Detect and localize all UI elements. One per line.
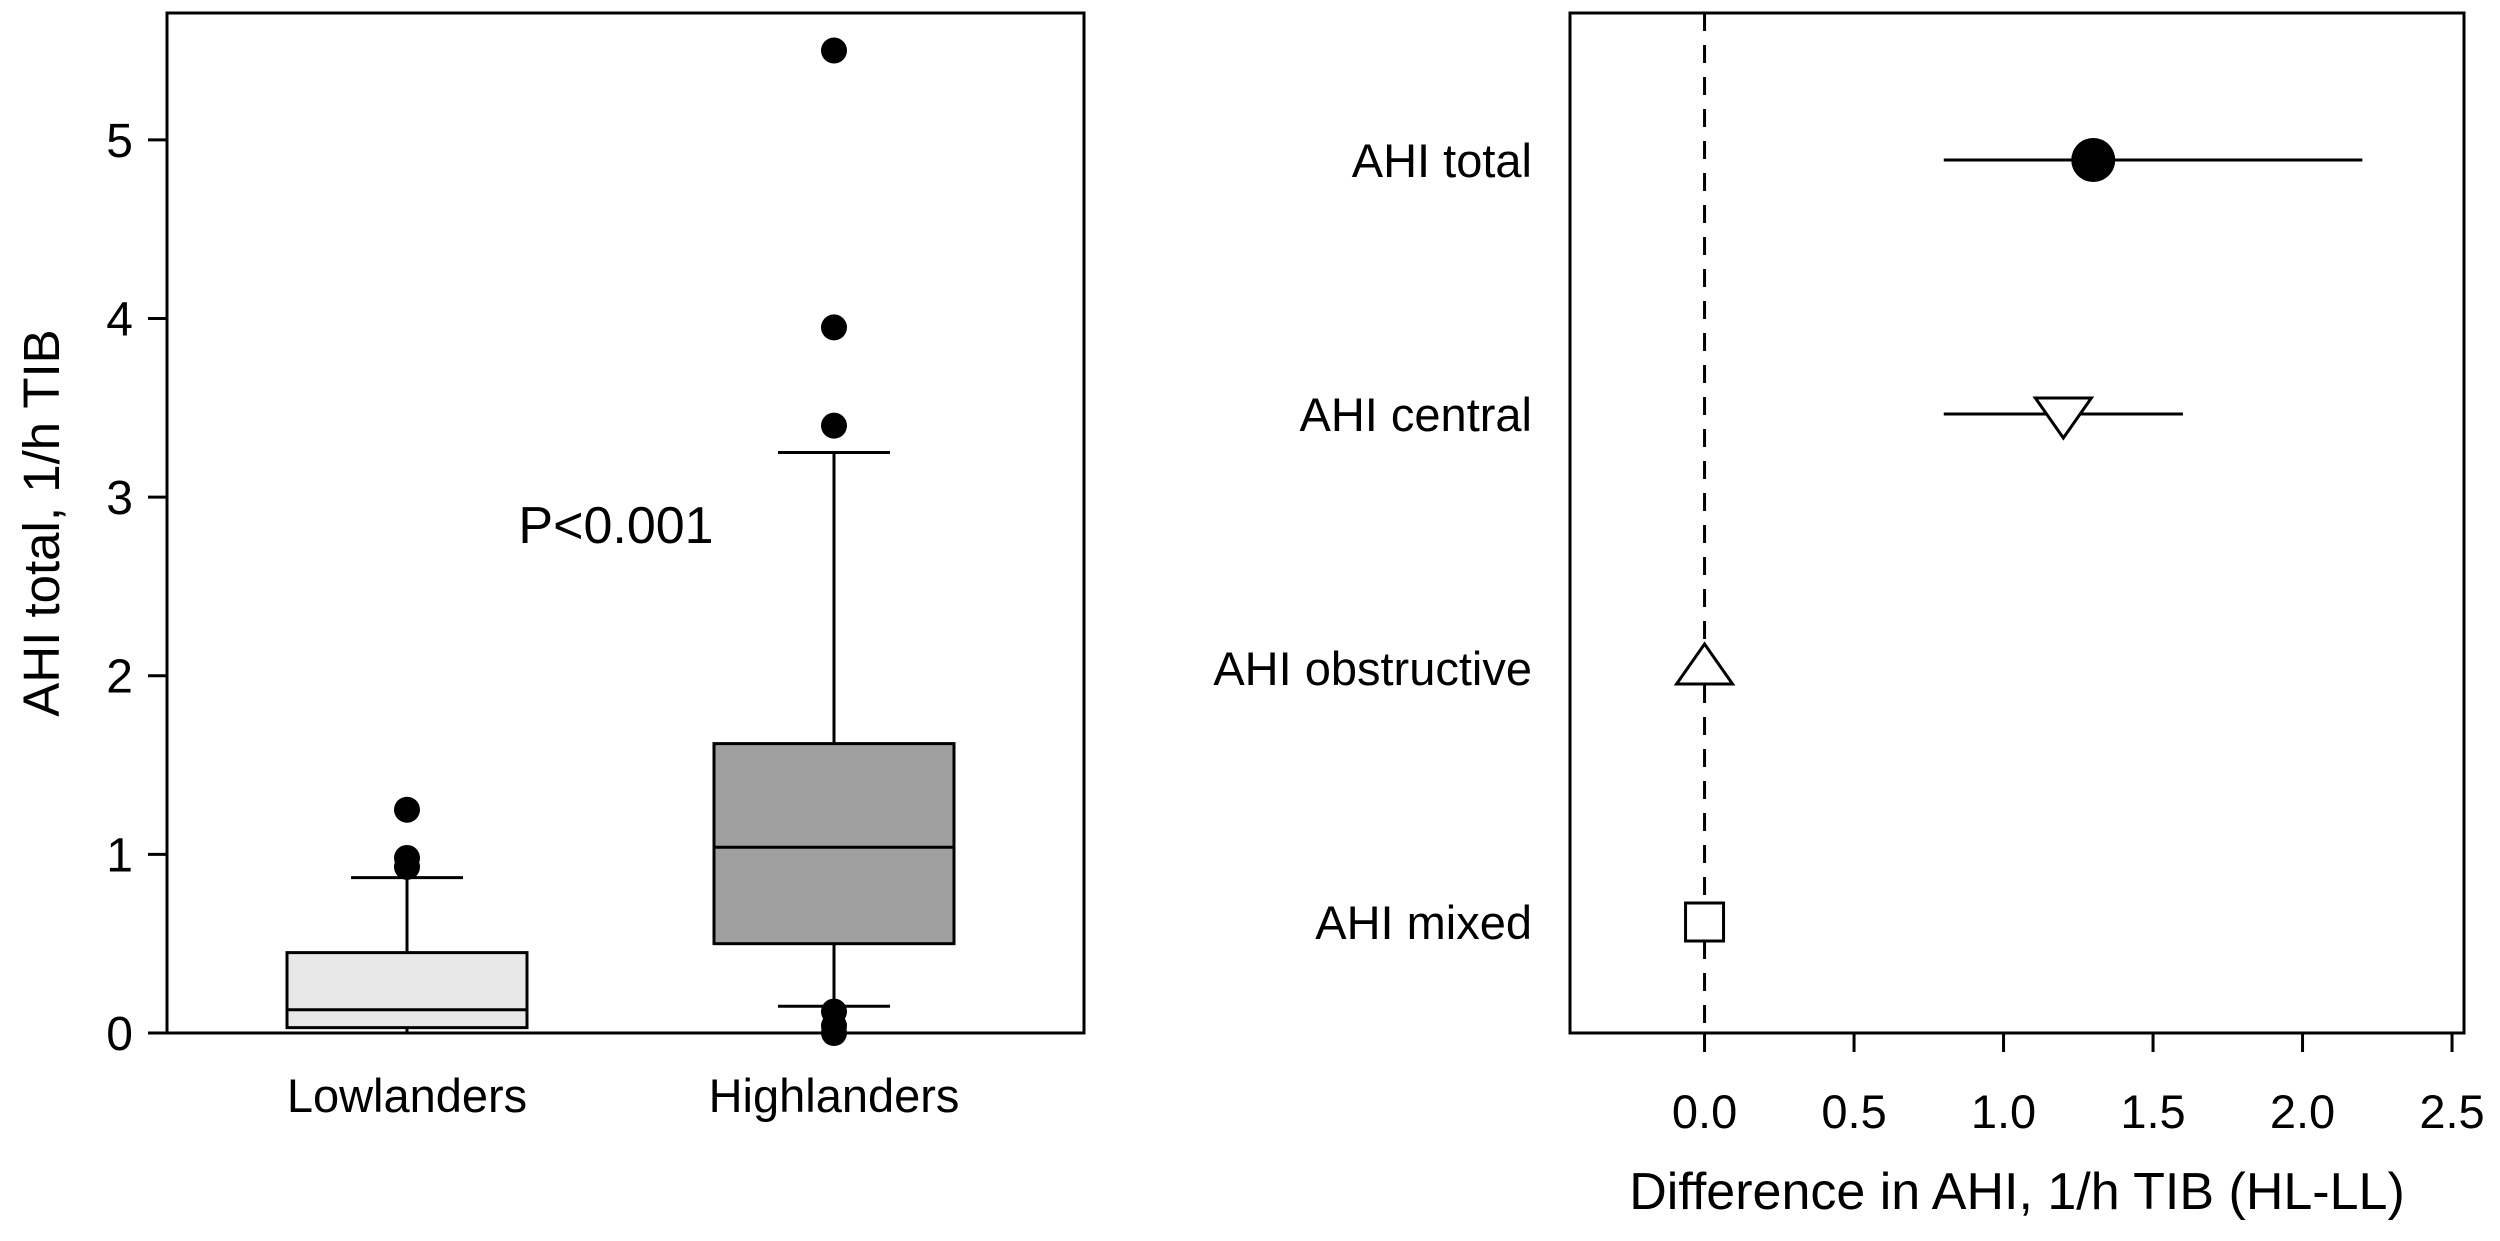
marker-open-triangle-down [2032, 396, 2095, 441]
row-label: AHI obstructive [1213, 642, 1532, 695]
x-tick-label: 0.0 [1672, 1085, 1737, 1138]
outlier-dot [821, 1020, 847, 1046]
x-tick-label: 0.5 [1821, 1085, 1886, 1138]
outlier-dot [821, 314, 847, 341]
y-tick-label: 4 [106, 293, 133, 346]
outlier-dot [821, 412, 847, 439]
box-highlanders [712, 742, 956, 946]
x-tick-label: 1.5 [2120, 1085, 2185, 1138]
outlier-dot [394, 844, 420, 871]
forest-panel: 0.0 0.5 1.0 1.5 2.0 2.5 AHI total AHI central AH… [1213, 11, 2485, 1138]
left-y-axis-title: AHI total, 1/h TIB [13, 329, 70, 717]
x-tick-label: 1.0 [1971, 1085, 2036, 1138]
y-tick-label: 1 [106, 829, 133, 882]
boxplot-panel: 0 1 2 3 4 5 Lowlanders Highlanders [106, 11, 1086, 1122]
marker-open-square [1684, 901, 1726, 943]
y-tick-label: 3 [106, 472, 133, 525]
forest-frame [1568, 11, 2466, 1035]
pvalue-annotation: P<0.001 [518, 497, 714, 555]
x-tick-label: 2.5 [2419, 1085, 2484, 1138]
row-label: AHI central [1300, 388, 1532, 441]
y-tick-label: 2 [106, 651, 133, 704]
marker-open-triangle-up [1673, 641, 1736, 686]
category-label: Lowlanders [287, 1069, 527, 1122]
category-label: Highlanders [709, 1069, 960, 1122]
boxplot-frame [165, 11, 1086, 1035]
outlier-dot [394, 796, 420, 823]
marker-filled-circle [2071, 138, 2116, 182]
right-x-axis-title: Difference in AHI, 1/h TIB (HL-LL) [1629, 1163, 2405, 1221]
box-lowlanders [285, 951, 529, 1030]
outlier-dot [821, 37, 847, 64]
y-tick-label: 5 [106, 115, 133, 168]
row-label: AHI mixed [1315, 896, 1532, 949]
y-tick-label: 0 [106, 1008, 133, 1061]
x-tick-label: 2.0 [2270, 1085, 2335, 1138]
row-label: AHI total [1352, 134, 1532, 187]
